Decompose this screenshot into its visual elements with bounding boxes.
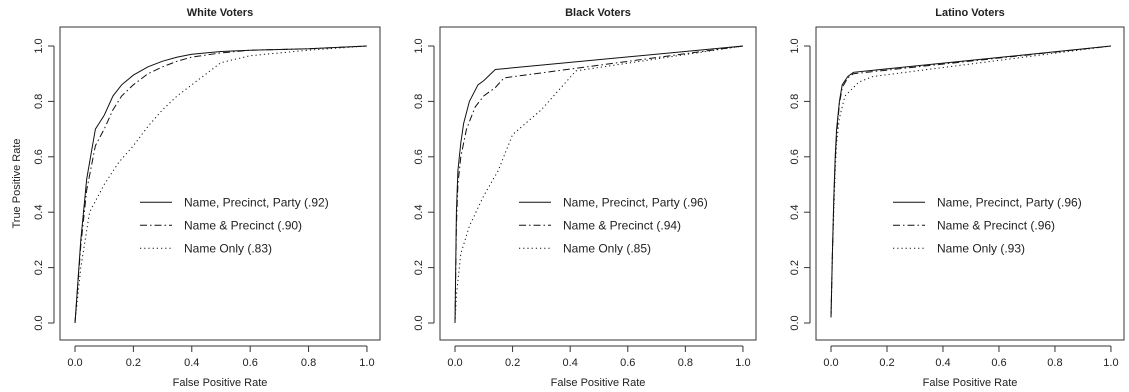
legend-label: Name, Precinct, Party (.92) — [184, 195, 329, 209]
y-tick-label: 0.2 — [33, 260, 45, 275]
legend-label: Name Only (.83) — [184, 241, 272, 255]
plot-frame — [439, 26, 757, 341]
x-tick-label: 0.0 — [67, 357, 82, 369]
x-tick-label: 1.0 — [359, 357, 374, 369]
roc-curve-solid — [74, 45, 367, 324]
x-tick-label: 0.8 — [1047, 357, 1062, 369]
legend-label: Name Only (.85) — [563, 241, 651, 255]
panel-title: White Voters — [187, 7, 253, 19]
roc-curve-dotted — [830, 45, 1112, 318]
roc-curve-solid — [830, 45, 1112, 318]
x-tick-label: 0.8 — [678, 357, 693, 369]
legend: Name, Precinct, Party (.92) Name & Precin… — [140, 195, 329, 255]
y-tick-label: 0.2 — [413, 260, 425, 275]
y-tick-label: 1.0 — [33, 38, 45, 53]
roc-panel-1: White Voters 0.0 0.2 0.4 0.6 0.8 1.0 0.0 0.2 0.4 0… — [11, 7, 381, 389]
roc-curve-dashdot — [830, 45, 1112, 318]
x-tick-label: 0.2 — [879, 357, 894, 369]
legend-label: Name & Precinct (.94) — [563, 218, 681, 232]
roc-panel-2: Black Voters 0.0 0.2 0.4 0.6 0.8 1.0 0.0 0.2 0.4 0… — [413, 7, 757, 389]
x-tick-label: 0.8 — [301, 357, 316, 369]
roc-curve-solid — [454, 45, 744, 324]
y-tick-label: 0.6 — [789, 149, 801, 164]
x-tick-label: 0.6 — [620, 357, 635, 369]
x-tick-label: 0.4 — [184, 357, 199, 369]
y-tick-label: 0.6 — [413, 149, 425, 164]
legend-label: Name, Precinct, Party (.96) — [937, 195, 1082, 209]
roc-curve-dashdot — [74, 45, 367, 324]
x-tick-label: 1.0 — [1103, 357, 1118, 369]
roc-curve-dashdot — [454, 45, 744, 324]
x-axis-label: False Positive Rate — [923, 377, 1018, 389]
legend-label: Name, Precinct, Party (.96) — [563, 195, 708, 209]
y-tick-label: 0.6 — [33, 149, 45, 164]
x-tick-label: 0.6 — [991, 357, 1006, 369]
y-tick-label: 0.0 — [413, 315, 425, 330]
x-tick-label: 0.0 — [823, 357, 838, 369]
y-tick-label: 0.0 — [33, 315, 45, 330]
y-tick-label: 0.4 — [413, 205, 425, 220]
x-tick-label: 0.2 — [126, 357, 141, 369]
roc-curve-dotted — [74, 45, 367, 324]
y-tick-label: 0.4 — [789, 205, 801, 220]
legend: Name, Precinct, Party (.96) Name & Precin… — [519, 195, 708, 255]
x-tick-label: 0.4 — [935, 357, 950, 369]
legend-label: Name Only (.93) — [937, 241, 1025, 255]
y-tick-label: 1.0 — [789, 38, 801, 53]
y-tick-label: 0.2 — [789, 260, 801, 275]
legend: Name, Precinct, Party (.96) Name & Precin… — [893, 195, 1082, 255]
y-axis-label: True Positive Rate — [11, 138, 23, 228]
x-axis-label: False Positive Rate — [551, 377, 646, 389]
y-tick-label: 0.8 — [789, 94, 801, 109]
panel-title: Latino Voters — [935, 7, 1004, 19]
plot-frame — [59, 26, 381, 341]
y-tick-label: 0.8 — [413, 94, 425, 109]
x-tick-label: 0.0 — [447, 357, 462, 369]
x-axis-label: False Positive Rate — [173, 377, 268, 389]
y-tick-label: 1.0 — [413, 38, 425, 53]
y-tick-label: 0.0 — [789, 315, 801, 330]
y-tick-label: 0.4 — [33, 205, 45, 220]
x-tick-label: 0.2 — [505, 357, 520, 369]
legend-label: Name & Precinct (.96) — [937, 218, 1055, 232]
x-tick-label: 0.6 — [243, 357, 258, 369]
panel-title: Black Voters — [565, 7, 631, 19]
roc-curve-dotted — [454, 45, 744, 324]
roc-panel-3: Latino Voters 0.0 0.2 0.4 0.6 0.8 1.0 0.0 0.2 0.4… — [789, 7, 1125, 389]
x-tick-label: 1.0 — [735, 357, 750, 369]
legend-label: Name & Precinct (.90) — [184, 218, 302, 232]
y-tick-label: 0.8 — [33, 94, 45, 109]
x-tick-label: 0.4 — [563, 357, 578, 369]
plot-frame — [815, 26, 1125, 341]
